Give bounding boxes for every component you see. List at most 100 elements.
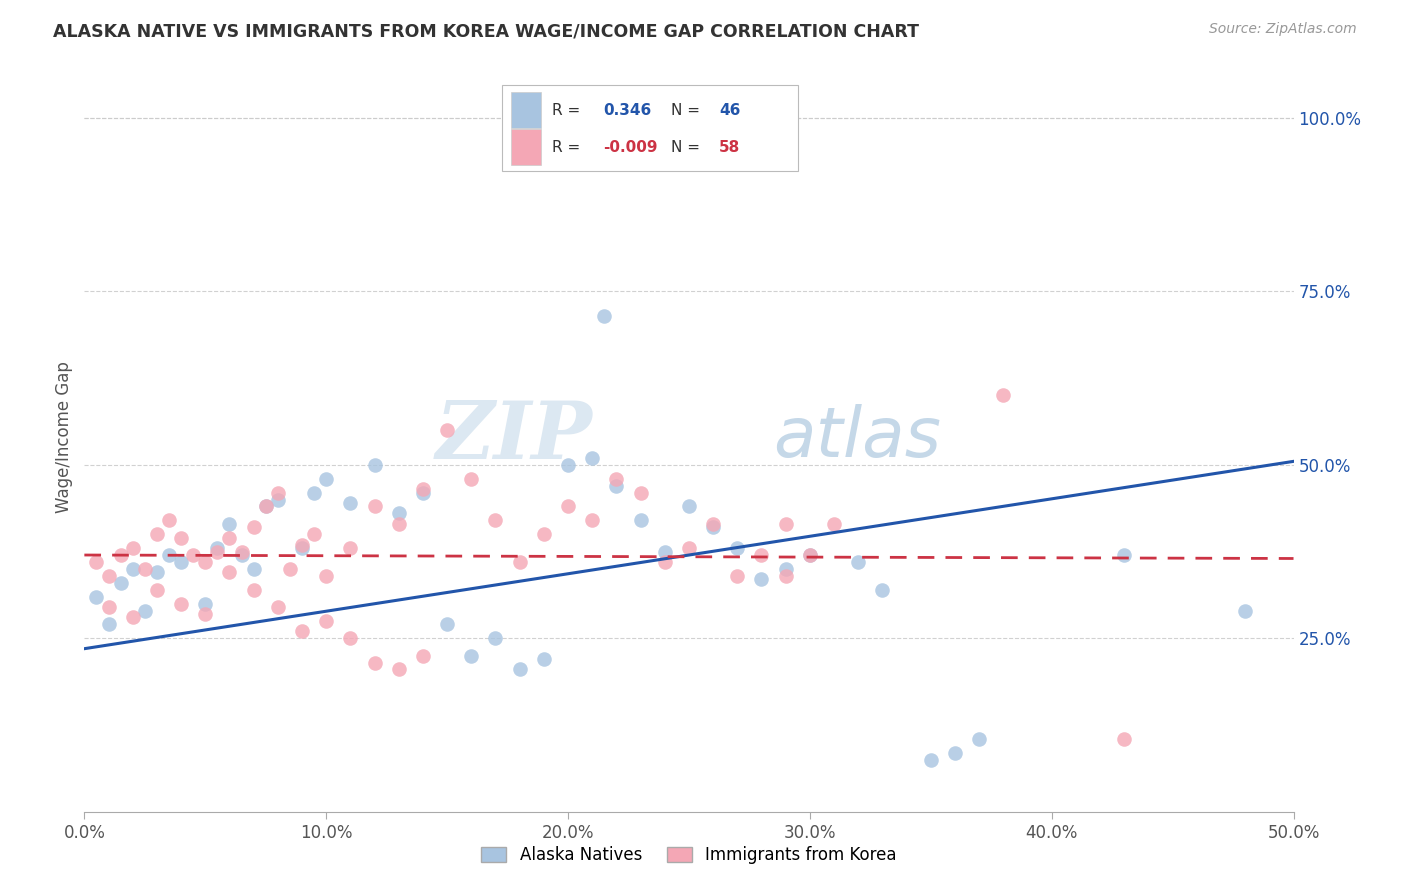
Point <box>605 478 627 492</box>
Point <box>725 541 748 555</box>
Point <box>725 569 748 583</box>
Point <box>581 513 603 527</box>
Text: ALASKA NATIVE VS IMMIGRANTS FROM KOREA WAGE/INCOME GAP CORRELATION CHART: ALASKA NATIVE VS IMMIGRANTS FROM KOREA W… <box>53 22 920 40</box>
Point <box>484 513 506 527</box>
Point <box>291 624 314 639</box>
Point <box>654 544 676 558</box>
Point <box>218 516 240 531</box>
Text: ZIP: ZIP <box>436 399 592 475</box>
Point <box>557 500 579 514</box>
Point <box>339 496 361 510</box>
Point <box>291 541 314 555</box>
Bar <box>512 129 541 165</box>
Point <box>110 548 132 562</box>
Point <box>181 548 204 562</box>
Point <box>315 614 337 628</box>
Point <box>267 485 290 500</box>
Point <box>363 500 385 514</box>
Point <box>97 569 120 583</box>
Point <box>630 513 652 527</box>
Point <box>146 582 169 597</box>
Point <box>775 569 797 583</box>
Point <box>846 555 869 569</box>
Point <box>1114 548 1136 562</box>
Point <box>993 388 1015 402</box>
Point <box>231 544 253 558</box>
Point <box>121 541 143 555</box>
Point <box>967 731 990 746</box>
Point <box>86 590 108 604</box>
Point <box>654 555 676 569</box>
Bar <box>512 93 541 128</box>
Point <box>170 555 193 569</box>
Point <box>363 656 385 670</box>
Point <box>799 548 821 562</box>
Point <box>291 538 314 552</box>
Point <box>363 458 385 472</box>
Point <box>254 500 277 514</box>
Point <box>388 516 411 531</box>
Text: N =: N = <box>671 140 704 154</box>
Text: Source: ZipAtlas.com: Source: ZipAtlas.com <box>1209 22 1357 37</box>
Point <box>460 472 482 486</box>
Point <box>1114 731 1136 746</box>
Text: R =: R = <box>553 140 585 154</box>
Point <box>702 520 724 534</box>
Point <box>302 485 325 500</box>
Point <box>170 597 193 611</box>
Text: N =: N = <box>671 103 704 118</box>
Point <box>509 555 531 569</box>
Point <box>278 562 301 576</box>
Point <box>242 520 264 534</box>
Text: 58: 58 <box>720 140 741 154</box>
Point <box>388 507 411 521</box>
Point <box>678 500 700 514</box>
Point <box>775 562 797 576</box>
Point <box>339 541 361 555</box>
Point <box>170 531 193 545</box>
Point <box>86 555 108 569</box>
Point <box>207 541 229 555</box>
FancyBboxPatch shape <box>502 85 797 171</box>
Point <box>194 555 217 569</box>
Point <box>218 566 240 580</box>
Point <box>207 544 229 558</box>
Point <box>412 648 434 663</box>
Point <box>460 648 482 663</box>
Point <box>339 632 361 646</box>
Point <box>484 632 506 646</box>
Y-axis label: Wage/Income Gap: Wage/Income Gap <box>55 361 73 513</box>
Point <box>242 562 264 576</box>
Point <box>146 527 169 541</box>
Point <box>557 458 579 472</box>
Point <box>157 548 180 562</box>
Point <box>242 582 264 597</box>
Legend: Alaska Natives, Immigrants from Korea: Alaska Natives, Immigrants from Korea <box>474 839 904 871</box>
Text: -0.009: -0.009 <box>603 140 658 154</box>
Point <box>593 309 616 323</box>
Text: 46: 46 <box>720 103 741 118</box>
Text: 0.346: 0.346 <box>603 103 651 118</box>
Point <box>751 572 773 586</box>
Point <box>97 600 120 615</box>
Point <box>315 472 337 486</box>
Text: R =: R = <box>553 103 585 118</box>
Point <box>630 485 652 500</box>
Point <box>581 450 603 465</box>
Point <box>194 597 217 611</box>
Point <box>121 562 143 576</box>
Point <box>231 548 253 562</box>
Point <box>605 472 627 486</box>
Point <box>678 541 700 555</box>
Text: atlas: atlas <box>773 403 942 471</box>
Point <box>533 527 555 541</box>
Point <box>134 603 156 617</box>
Point <box>97 617 120 632</box>
Point <box>267 600 290 615</box>
Point <box>121 610 143 624</box>
Point <box>254 500 277 514</box>
Point <box>412 485 434 500</box>
Point <box>436 423 458 437</box>
Point <box>267 492 290 507</box>
Point <box>872 582 894 597</box>
